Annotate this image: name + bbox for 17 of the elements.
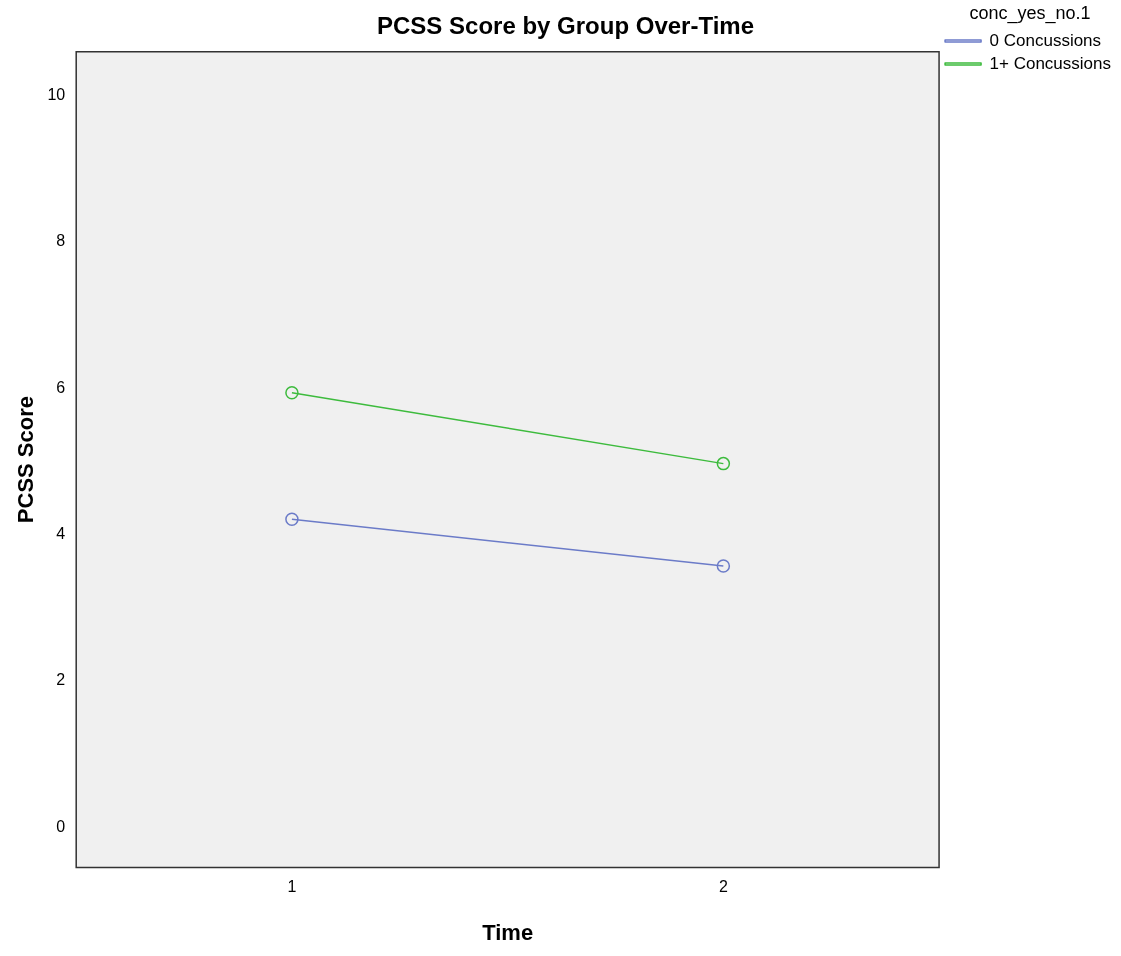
x-axis-title: Time [482,919,534,945]
point [716,456,731,471]
chart-title: PCSS Score by Group Over-Time [376,12,755,40]
point [285,512,299,526]
y-tick-label: 10 [47,86,66,104]
point [285,385,299,400]
legend-label: 1+ Concussions [989,53,1112,73]
y-tick-label: 0 [56,817,66,835]
x-tick-label: 1 [287,878,297,896]
legend-title: conc_yes_no.1 [969,2,1091,24]
y-axis-title: PCSS Score [13,396,39,524]
point [716,559,731,573]
y-tick-label: 6 [56,378,66,396]
y-tick-label: 8 [56,232,66,250]
legend-label: 0 Concussions [989,30,1102,50]
y-tick-label: 2 [56,671,66,689]
y-tick-label: 4 [56,524,66,542]
